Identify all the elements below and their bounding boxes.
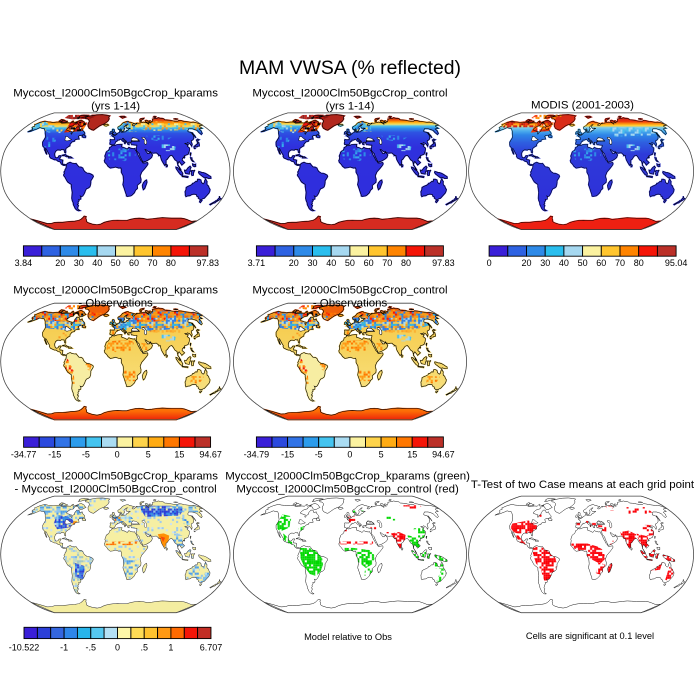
svg-text:5: 5	[146, 449, 151, 459]
svg-text:MODIS (2001-2003): MODIS (2001-2003)	[531, 100, 634, 112]
svg-text:-5: -5	[82, 449, 90, 459]
svg-text:Myccost_I2000Clm50BgcCrop_kpar: Myccost_I2000Clm50BgcCrop_kparams (green…	[225, 471, 470, 483]
svg-text:Model relative to Obs: Model relative to Obs	[304, 632, 392, 642]
svg-text:6.707: 6.707	[200, 643, 223, 653]
svg-text:-5: -5	[315, 449, 323, 459]
svg-text:15: 15	[407, 449, 417, 459]
svg-text:- Observations: - Observations	[313, 298, 388, 310]
svg-text:20: 20	[55, 258, 65, 268]
svg-text:0: 0	[487, 258, 492, 268]
svg-text:(yrs 1-14): (yrs 1-14)	[326, 101, 375, 113]
svg-text:97.83: 97.83	[432, 258, 455, 268]
svg-text:95.04: 95.04	[665, 258, 688, 268]
svg-text:Cells are significant at 0.1 l: Cells are significant at 0.1 level	[526, 631, 654, 641]
svg-text:Myccost_I2000Clm50BgcCrop_kpar: Myccost_I2000Clm50BgcCrop_kparams	[13, 285, 218, 297]
svg-text:94.67: 94.67	[199, 449, 222, 459]
svg-text:5: 5	[379, 449, 384, 459]
svg-text:40: 40	[326, 258, 336, 268]
svg-text:50: 50	[111, 258, 121, 268]
svg-text:70: 70	[147, 258, 157, 268]
svg-text:60: 60	[596, 258, 606, 268]
svg-text:30: 30	[540, 258, 550, 268]
svg-text:20: 20	[521, 258, 531, 268]
svg-text:Myccost_I2000Clm50BgcCrop_cont: Myccost_I2000Clm50BgcCrop_control	[252, 285, 447, 297]
svg-text:0: 0	[115, 449, 120, 459]
svg-text:Myccost_I2000Clm50BgcCrop_cont: Myccost_I2000Clm50BgcCrop_control	[252, 88, 447, 100]
svg-text:.5: .5	[140, 643, 148, 653]
svg-text:30: 30	[307, 258, 317, 268]
svg-text:60: 60	[129, 258, 139, 268]
svg-text:70: 70	[382, 258, 392, 268]
svg-text:-.5: -.5	[86, 643, 97, 653]
svg-text:-10.522: -10.522	[9, 643, 40, 653]
svg-text:30: 30	[74, 258, 84, 268]
svg-text:97.83: 97.83	[197, 258, 220, 268]
svg-text:80: 80	[634, 258, 644, 268]
svg-text:94.67: 94.67	[432, 449, 455, 459]
svg-text:T-Test of two Case means at ea: T-Test of two Case means at each grid po…	[471, 479, 695, 491]
svg-text:40: 40	[92, 258, 102, 268]
svg-text:70: 70	[615, 258, 625, 268]
svg-text:15: 15	[174, 449, 184, 459]
svg-text:20: 20	[289, 258, 299, 268]
svg-text:Myccost_I2000Clm50BgcCrop_kpar: Myccost_I2000Clm50BgcCrop_kparams	[13, 471, 218, 483]
svg-text:- Myccost_I2000Clm50BgcCrop_co: - Myccost_I2000Clm50BgcCrop_control	[15, 484, 217, 496]
svg-text:Myccost_I2000Clm50BgcCrop_kpar: Myccost_I2000Clm50BgcCrop_kparams	[13, 88, 218, 100]
svg-text:60: 60	[364, 258, 374, 268]
svg-text:1: 1	[168, 643, 173, 653]
svg-text:- Observations: - Observations	[78, 298, 153, 310]
svg-text:0: 0	[115, 643, 120, 653]
svg-text:-15: -15	[281, 449, 294, 459]
svg-text:80: 80	[401, 258, 411, 268]
svg-text:-1: -1	[60, 643, 68, 653]
svg-text:3.84: 3.84	[15, 258, 33, 268]
svg-text:80: 80	[166, 258, 176, 268]
svg-text:-15: -15	[48, 449, 61, 459]
svg-text:50: 50	[578, 258, 588, 268]
svg-text:50: 50	[345, 258, 355, 268]
svg-text:3.71: 3.71	[248, 258, 266, 268]
svg-text:0: 0	[347, 449, 352, 459]
svg-text:-34.77: -34.77	[11, 449, 37, 459]
svg-text:(yrs 1-14): (yrs 1-14)	[91, 101, 140, 113]
svg-text:MAM VWSA (% reflected): MAM VWSA (% reflected)	[239, 57, 461, 79]
svg-text:40: 40	[559, 258, 569, 268]
svg-text:Myccost_I2000Clm50BgcCrop_cont: Myccost_I2000Clm50BgcCrop_control (red)	[236, 484, 459, 496]
svg-text:-34.79: -34.79	[244, 449, 270, 459]
